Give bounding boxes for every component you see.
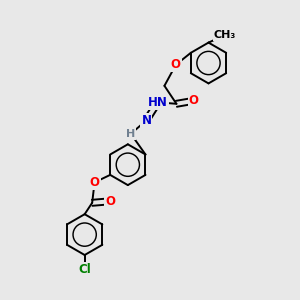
Text: O: O <box>189 94 199 107</box>
Text: O: O <box>90 176 100 189</box>
Text: H: H <box>126 129 136 139</box>
Text: HN: HN <box>148 96 168 109</box>
Text: O: O <box>171 58 181 71</box>
Text: CH₃: CH₃ <box>214 30 236 40</box>
Text: Cl: Cl <box>78 263 91 276</box>
Text: O: O <box>105 195 115 208</box>
Text: N: N <box>141 114 152 127</box>
